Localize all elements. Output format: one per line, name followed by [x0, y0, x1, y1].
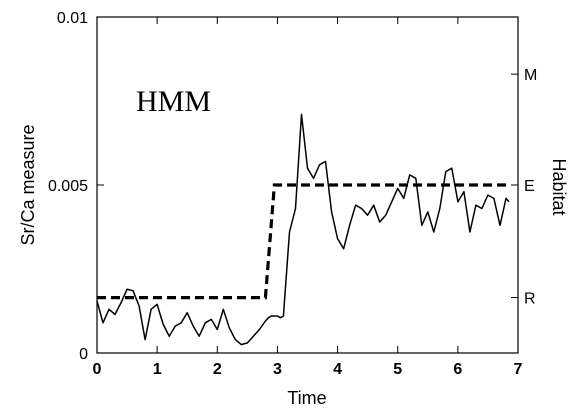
srca-measure-line: [96, 113, 510, 346]
habitat-step-line: [97, 183, 509, 300]
x-tick-label: 5: [393, 361, 402, 378]
x-axis-label: Time: [287, 388, 326, 408]
ticks-layer: 0 1 2 3 4 5 6 7 0 0.005 0.01 R E M: [48, 10, 537, 378]
y2-tick-label: E: [524, 178, 535, 195]
x-tick-label: 7: [514, 361, 523, 378]
y2-tick-label: R: [524, 291, 536, 308]
x-tick-label: 2: [213, 361, 222, 378]
y-tick-label: 0.005: [48, 178, 88, 195]
x-tick-label: 1: [153, 361, 162, 378]
y-axis-label: Sr/Ca measure: [18, 124, 38, 245]
y-tick-label: 0.01: [57, 10, 88, 27]
y2-tick-label: M: [524, 67, 537, 84]
x-tick-label: 3: [273, 361, 282, 378]
x-tick-label: 4: [333, 361, 342, 378]
series-layer: [96, 113, 510, 346]
hmm-annotation: HMM: [136, 85, 211, 118]
y2-axis-label: Habitat: [549, 158, 568, 215]
y-tick-label: 0: [79, 346, 88, 363]
x-tick-label: 0: [93, 361, 102, 378]
x-tick-label: 6: [453, 361, 462, 378]
